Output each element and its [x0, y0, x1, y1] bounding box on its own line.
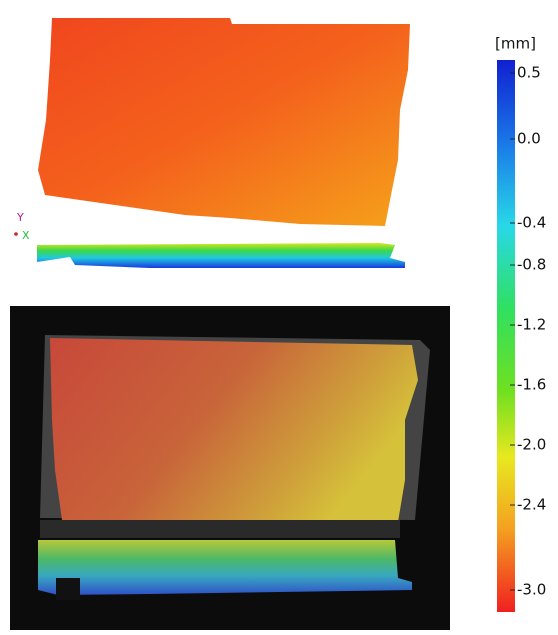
- overlay-map: [50, 338, 418, 522]
- colorbar-tick-label: -1.2: [517, 316, 546, 334]
- axis-origin: [14, 232, 18, 236]
- colorbar: [497, 60, 515, 612]
- overlay-strip: [38, 540, 412, 595]
- colorbar-tick-label: -0.4: [517, 214, 546, 232]
- specimen-edge: [40, 520, 400, 538]
- axis-y-label: Y: [16, 211, 24, 224]
- colorbar-unit: [mm]: [495, 35, 536, 53]
- displacement-strip: [37, 243, 405, 268]
- colorbar-tick-label: -1.6: [517, 376, 546, 394]
- colorbar-ticks: 0.5 0.0 -0.4 -0.8 -1.2 -1.6 -2.0 -2.4 -3.0: [510, 64, 546, 599]
- colorbar-tick-label: -2.0: [517, 436, 546, 454]
- colorbar-tick-label: -2.4: [517, 496, 546, 514]
- clamp: [56, 578, 80, 600]
- colorbar-tick-label: 0.0: [517, 130, 541, 148]
- colorbar-tick-label: 0.5: [517, 64, 541, 82]
- colorbar-tick-label: -0.8: [517, 256, 546, 274]
- colorbar-tick-label: -3.0: [517, 581, 546, 599]
- displacement-map: [38, 18, 410, 226]
- axis-x-label: X: [22, 229, 30, 242]
